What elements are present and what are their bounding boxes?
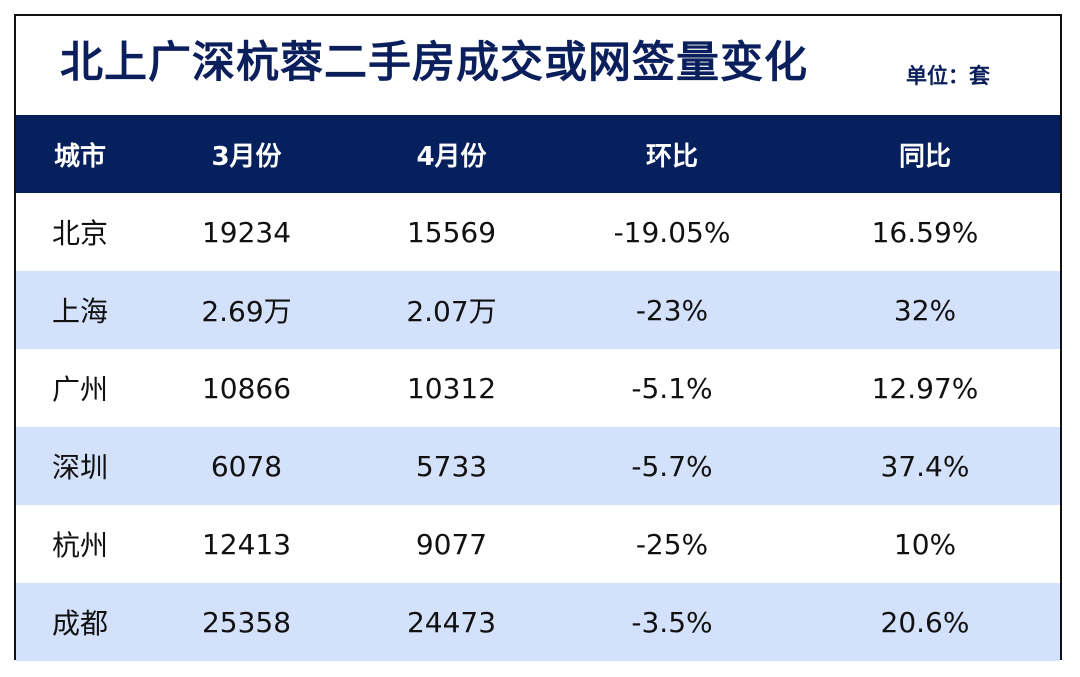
mom-cell: -19.05% [554, 193, 790, 271]
mom-cell: -5.7% [554, 427, 790, 505]
march-cell: 2.69万 [144, 271, 349, 349]
march-cell: 12413 [144, 505, 349, 583]
data-table: 城市 3月份 4月份 环比 同比 北京 19234 15569 -19.05% 16.5… [16, 115, 1060, 661]
city-cell: 北京 [16, 193, 144, 271]
column-header-march: 3月份 [144, 115, 349, 193]
march-cell: 25358 [144, 583, 349, 661]
mom-cell: -5.1% [554, 349, 790, 427]
march-cell: 10866 [144, 349, 349, 427]
yoy-cell: 32% [790, 271, 1060, 349]
april-cell: 2.07万 [349, 271, 554, 349]
table-row: 深圳 6078 5733 -5.7% 37.4% [16, 427, 1060, 505]
march-cell: 6078 [144, 427, 349, 505]
march-cell: 19234 [144, 193, 349, 271]
header-row: 城市 3月份 4月份 环比 同比 [16, 115, 1060, 193]
yoy-cell: 16.59% [790, 193, 1060, 271]
table-row: 上海 2.69万 2.07万 -23% 32% [16, 271, 1060, 349]
mom-cell: -25% [554, 505, 790, 583]
unit-label: 单位：套 [906, 64, 990, 88]
column-header-mom: 环比 [554, 115, 790, 193]
table-row: 广州 10866 10312 -5.1% 12.97% [16, 349, 1060, 427]
column-header-city: 城市 [16, 115, 144, 193]
chart-title: 北上广深杭蓉二手房成交或网签量变化 [60, 38, 808, 88]
city-cell: 杭州 [16, 505, 144, 583]
city-cell: 成都 [16, 583, 144, 661]
yoy-cell: 12.97% [790, 349, 1060, 427]
yoy-cell: 37.4% [790, 427, 1060, 505]
table-row: 杭州 12413 9077 -25% 10% [16, 505, 1060, 583]
mom-cell: -3.5% [554, 583, 790, 661]
april-cell: 24473 [349, 583, 554, 661]
april-cell: 9077 [349, 505, 554, 583]
april-cell: 5733 [349, 427, 554, 505]
column-header-yoy: 同比 [790, 115, 1060, 193]
city-cell: 深圳 [16, 427, 144, 505]
table-row: 北京 19234 15569 -19.05% 16.59% [16, 193, 1060, 271]
city-cell: 上海 [16, 271, 144, 349]
column-header-april: 4月份 [349, 115, 554, 193]
yoy-cell: 20.6% [790, 583, 1060, 661]
april-cell: 15569 [349, 193, 554, 271]
table-row: 成都 25358 24473 -3.5% 20.6% [16, 583, 1060, 661]
yoy-cell: 10% [790, 505, 1060, 583]
mom-cell: -23% [554, 271, 790, 349]
city-cell: 广州 [16, 349, 144, 427]
april-cell: 10312 [349, 349, 554, 427]
